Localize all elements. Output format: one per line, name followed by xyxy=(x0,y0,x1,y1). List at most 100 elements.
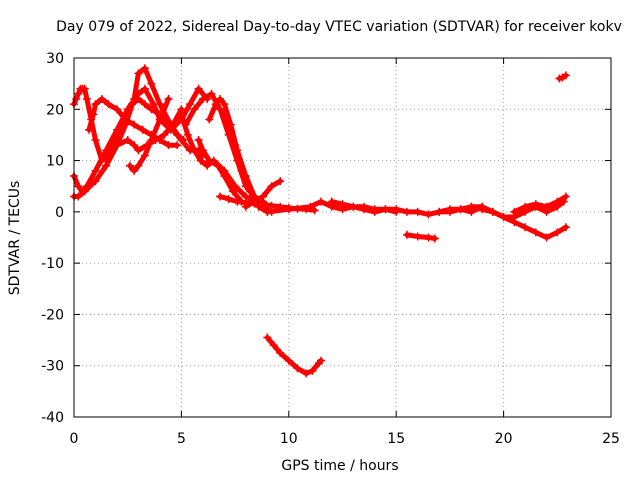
data-point xyxy=(91,177,100,186)
data-point xyxy=(82,95,91,104)
data-point xyxy=(102,156,111,165)
data-point xyxy=(456,205,465,214)
data-point xyxy=(224,120,233,129)
data-point xyxy=(284,356,293,365)
data-point xyxy=(478,205,487,214)
data-point xyxy=(263,333,272,342)
data-point xyxy=(284,205,293,214)
data-point xyxy=(402,207,411,216)
data-point xyxy=(185,100,194,109)
data-point xyxy=(553,197,562,206)
data-point xyxy=(130,141,139,150)
data-point xyxy=(216,95,225,104)
data-point xyxy=(89,110,98,119)
data-point xyxy=(155,100,164,109)
data-point xyxy=(224,195,233,204)
data-point xyxy=(276,177,285,186)
data-point xyxy=(317,197,326,206)
chart-title: Day 079 of 2022, Sidereal Day-to-day VTE… xyxy=(56,19,622,35)
y-tick-label: 0 xyxy=(55,205,64,221)
data-point xyxy=(203,161,212,170)
data-point xyxy=(190,146,199,155)
data-point xyxy=(134,161,143,170)
y-tick-label: -30 xyxy=(41,359,64,375)
data-point xyxy=(134,146,143,155)
data-point xyxy=(510,218,519,227)
data-point xyxy=(112,141,121,150)
data-point xyxy=(198,146,207,155)
data-point xyxy=(216,192,225,201)
data-point xyxy=(194,84,203,93)
data-point xyxy=(531,200,540,209)
data-point xyxy=(74,182,83,191)
data-point xyxy=(134,69,143,78)
data-series xyxy=(70,64,570,378)
data-point xyxy=(301,369,310,378)
data-point xyxy=(74,192,83,201)
data-point xyxy=(308,366,317,375)
data-point xyxy=(91,136,100,145)
x-tick-label: 20 xyxy=(495,431,513,447)
data-point xyxy=(542,233,551,242)
y-tick-label: -10 xyxy=(41,256,64,272)
data-point xyxy=(510,207,519,216)
data-point xyxy=(542,202,551,211)
data-point xyxy=(123,136,132,145)
y-tick-label: 20 xyxy=(46,102,64,118)
data-point xyxy=(72,95,81,104)
data-point xyxy=(250,199,259,208)
data-point xyxy=(338,200,347,209)
y-axis-label: SDTVAR / TECUs xyxy=(7,181,23,296)
data-point xyxy=(445,205,454,214)
data-point xyxy=(269,341,278,350)
data-point xyxy=(359,202,368,211)
data-point xyxy=(181,120,190,129)
data-point xyxy=(91,100,100,109)
data-point xyxy=(228,187,237,196)
data-point xyxy=(147,136,156,145)
data-point xyxy=(241,198,250,207)
data-point xyxy=(211,100,220,109)
series-arc-16 xyxy=(327,197,401,216)
data-point xyxy=(140,64,149,73)
data-point xyxy=(220,100,229,109)
data-point xyxy=(306,202,315,211)
x-tick-label: 15 xyxy=(387,431,405,447)
series-arc-12 xyxy=(194,136,246,206)
data-point xyxy=(231,141,240,150)
data-point xyxy=(155,115,164,124)
data-point xyxy=(220,110,229,119)
data-point xyxy=(521,202,530,211)
data-point xyxy=(164,141,173,150)
data-point xyxy=(173,130,182,139)
data-point xyxy=(349,202,358,211)
data-point xyxy=(134,95,143,104)
data-point xyxy=(121,110,130,119)
x-axis-label: GPS time / hours xyxy=(281,458,398,474)
data-point xyxy=(267,182,276,191)
data-point xyxy=(424,233,433,242)
data-point xyxy=(91,166,100,175)
data-point xyxy=(246,187,255,196)
data-point xyxy=(130,166,139,175)
data-point xyxy=(74,89,83,98)
data-point xyxy=(310,206,319,215)
data-point xyxy=(233,197,242,206)
y-tick-label: 30 xyxy=(46,51,64,67)
data-point xyxy=(561,192,570,201)
y-tick-label: -20 xyxy=(41,307,64,323)
data-point xyxy=(220,171,229,180)
data-point xyxy=(237,166,246,175)
data-point xyxy=(194,136,203,145)
x-tick-label: 0 xyxy=(70,431,79,447)
data-point xyxy=(392,207,401,216)
data-point xyxy=(140,84,149,93)
data-point xyxy=(276,348,285,357)
data-point xyxy=(531,228,540,237)
data-point xyxy=(205,156,214,165)
data-point xyxy=(424,210,433,219)
data-point xyxy=(80,84,89,93)
data-point xyxy=(561,71,570,80)
data-point xyxy=(140,100,149,109)
data-point xyxy=(80,187,89,196)
